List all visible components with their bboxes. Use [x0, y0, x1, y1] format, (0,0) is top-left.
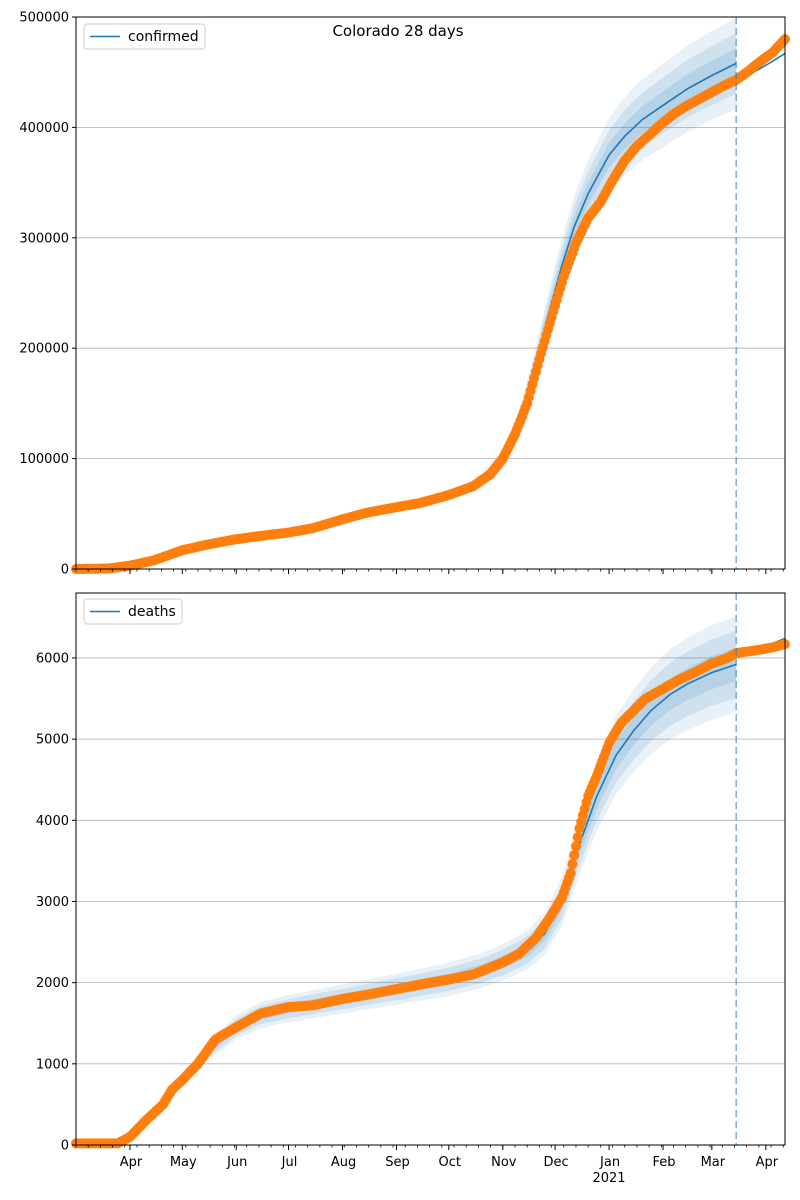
x-month-label: May — [170, 1155, 197, 1170]
y-tick-label: 300000 — [19, 231, 69, 246]
x-month-label: Aug — [331, 1155, 356, 1170]
y-tick-label: 4000 — [36, 814, 69, 829]
deaths-x-ticks — [75, 1145, 784, 1150]
legend-box — [83, 23, 206, 50]
x-month-label: Jun — [226, 1155, 247, 1170]
x-axis-year-label: 2021 — [592, 1171, 625, 1186]
y-tick-label: 0 — [61, 563, 69, 578]
observed-point — [567, 859, 578, 870]
x-month-label: Oct — [439, 1155, 461, 1170]
y-tick-label: 2000 — [36, 976, 69, 991]
deaths-y-axis: 0 1000 2000 3000 4000 5000 6000 — [36, 651, 76, 1154]
confirmed-observed-points — [71, 34, 790, 574]
confirmed-x-ticks — [75, 569, 784, 574]
x-month-label: Jan — [599, 1155, 620, 1170]
chart-title: Colorado 28 days — [332, 22, 463, 40]
confirmed-legend: confirmed — [83, 23, 206, 50]
observed-point — [571, 841, 581, 852]
x-month-label: Apr — [120, 1155, 143, 1170]
deaths-panel: 0 1000 2000 3000 4000 5000 6000 Apr May Jun Jul Au… — [36, 592, 790, 1186]
y-tick-label: 6000 — [36, 651, 69, 666]
x-month-label: Mar — [701, 1155, 726, 1170]
x-month-label: Nov — [491, 1155, 517, 1170]
legend-label-deaths: deaths — [128, 604, 176, 620]
confidence-band — [481, 33, 737, 486]
confirmed-y-axis: 0 100000 200000 300000 400000 500000 — [19, 11, 76, 578]
deaths-axes-frame — [75, 592, 786, 1146]
confidence-band — [481, 17, 737, 489]
confirmed-grid — [76, 16, 785, 460]
y-tick-label: 100000 — [19, 452, 69, 467]
x-month-label: Dec — [543, 1155, 568, 1170]
confirmed-confidence-bands — [481, 17, 737, 489]
confidence-band — [100, 647, 737, 1145]
y-tick-label: 200000 — [19, 342, 69, 357]
y-tick-label: 1000 — [36, 1057, 69, 1072]
observed-point — [572, 832, 583, 843]
legend-label-confirmed: confirmed — [128, 29, 199, 45]
deaths-observed-points — [71, 639, 790, 1149]
x-month-label: Jul — [281, 1155, 298, 1170]
observed-point — [569, 850, 580, 861]
x-month-label: Feb — [653, 1155, 676, 1170]
x-month-label: Apr — [756, 1155, 779, 1170]
y-tick-label: 0 — [61, 1139, 69, 1154]
deaths-legend: deaths — [83, 598, 183, 625]
y-tick-label: 500000 — [19, 11, 69, 26]
observed-point — [565, 868, 576, 879]
x-axis-month-labels: Apr May Jun Jul Aug Sep Oct Nov Dec Jan Feb Mar Apr — [120, 1155, 779, 1170]
legend-box — [83, 598, 183, 625]
x-month-label: Sep — [385, 1155, 410, 1170]
y-tick-label: 3000 — [36, 895, 69, 910]
confirmed-panel: 0 100000 200000 300000 400000 500000 confirme… — [19, 11, 790, 578]
y-tick-label: 400000 — [19, 121, 69, 136]
y-tick-label: 5000 — [36, 733, 69, 748]
confirmed-axes-frame — [75, 16, 786, 570]
